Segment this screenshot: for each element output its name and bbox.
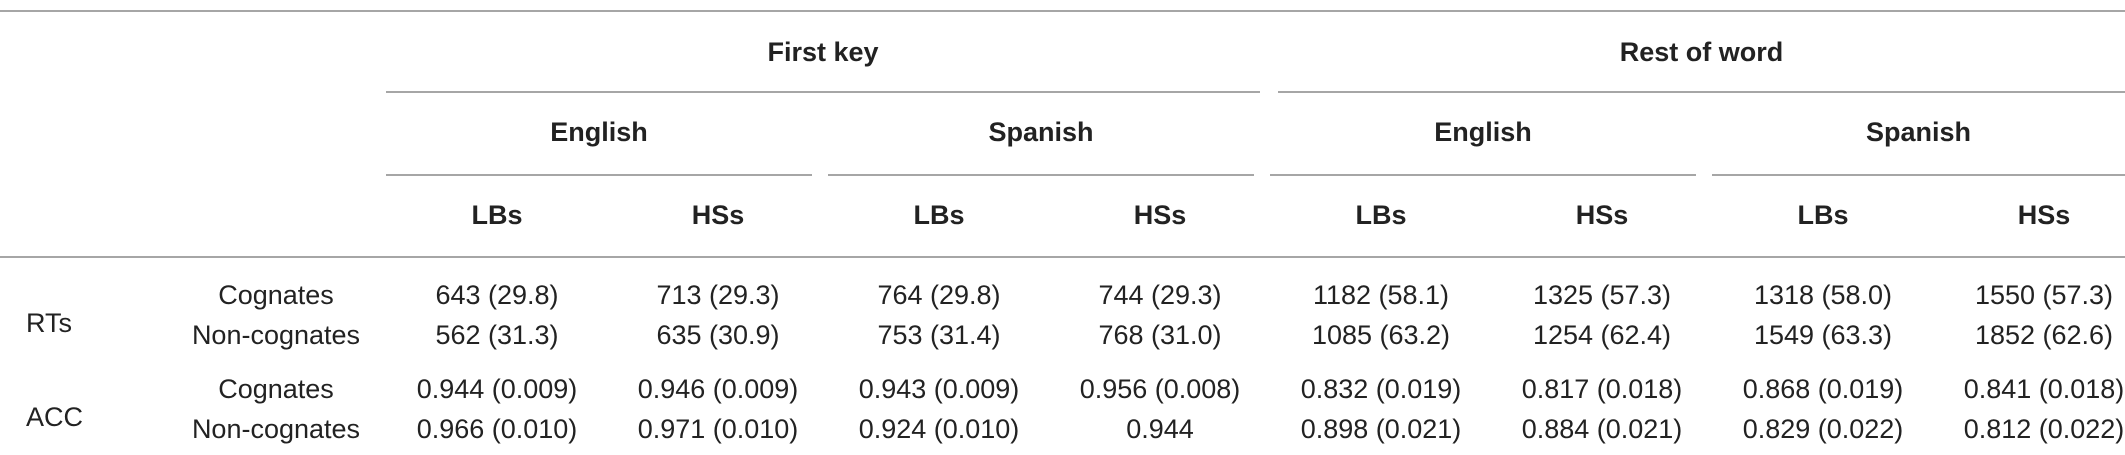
table-cell: 643 (29.8) (435, 280, 558, 310)
table-cell: 0.946 (0.009) (638, 374, 799, 404)
condition-label: Non-cognates (192, 320, 360, 350)
table-cell: 1318 (58.0) (1754, 280, 1892, 310)
table-cell: 0.943 (0.009) (859, 374, 1020, 404)
condition-label: Cognates (218, 280, 334, 310)
column-header: HSs (2018, 200, 2071, 230)
table-cell: 0.956 (0.008) (1080, 374, 1241, 404)
table-cell: 635 (30.9) (656, 320, 779, 350)
table-cell: 0.884 (0.021) (1522, 414, 1683, 444)
table-cell: 0.812 (0.022) (1964, 414, 2125, 444)
table-cell: 1085 (63.2) (1312, 320, 1450, 350)
table-cell: 1325 (57.3) (1533, 280, 1671, 310)
group-header: Rest of word (1620, 37, 1784, 67)
column-header: HSs (1134, 200, 1187, 230)
language-header: English (1434, 117, 1532, 147)
table-cell: 0.829 (0.022) (1743, 414, 1904, 444)
table-cell: 1254 (62.4) (1533, 320, 1671, 350)
table-cell: 562 (31.3) (435, 320, 558, 350)
table-cell: 0.944 (1126, 414, 1194, 444)
column-header: LBs (471, 200, 522, 230)
group-header: First key (767, 37, 878, 67)
table-cell: 764 (29.8) (877, 280, 1000, 310)
table-cell: 0.944 (0.009) (417, 374, 578, 404)
language-header: Spanish (988, 117, 1093, 147)
table-cell: 0.832 (0.019) (1301, 374, 1462, 404)
table-cell: 1549 (63.3) (1754, 320, 1892, 350)
table-cell: 1852 (62.6) (1975, 320, 2113, 350)
table-cell: 0.817 (0.018) (1522, 374, 1683, 404)
column-header: HSs (1576, 200, 1629, 230)
table-cell: 744 (29.3) (1098, 280, 1221, 310)
condition-label: Non-cognates (192, 414, 360, 444)
table-cell: 713 (29.3) (656, 280, 779, 310)
table-cell: 0.841 (0.018) (1964, 374, 2125, 404)
language-header: English (550, 117, 648, 147)
language-header: Spanish (1866, 117, 1971, 147)
table-cell: 0.971 (0.010) (638, 414, 799, 444)
column-header: LBs (1355, 200, 1406, 230)
table-cell: 1182 (58.1) (1313, 280, 1449, 310)
column-header: HSs (692, 200, 745, 230)
measure-label: RTs (26, 308, 72, 338)
table-cell: 768 (31.0) (1098, 320, 1221, 350)
table-cell: 0.966 (0.010) (417, 414, 578, 444)
column-header: LBs (913, 200, 964, 230)
table-cell: 753 (31.4) (877, 320, 1000, 350)
condition-label: Cognates (218, 374, 334, 404)
table-cell: 0.868 (0.019) (1743, 374, 1904, 404)
table-cell: 0.898 (0.021) (1301, 414, 1462, 444)
column-header: LBs (1797, 200, 1848, 230)
measure-label: ACC (26, 402, 83, 432)
table-cell: 1550 (57.3) (1975, 280, 2113, 310)
table-cell: 0.924 (0.010) (859, 414, 1020, 444)
